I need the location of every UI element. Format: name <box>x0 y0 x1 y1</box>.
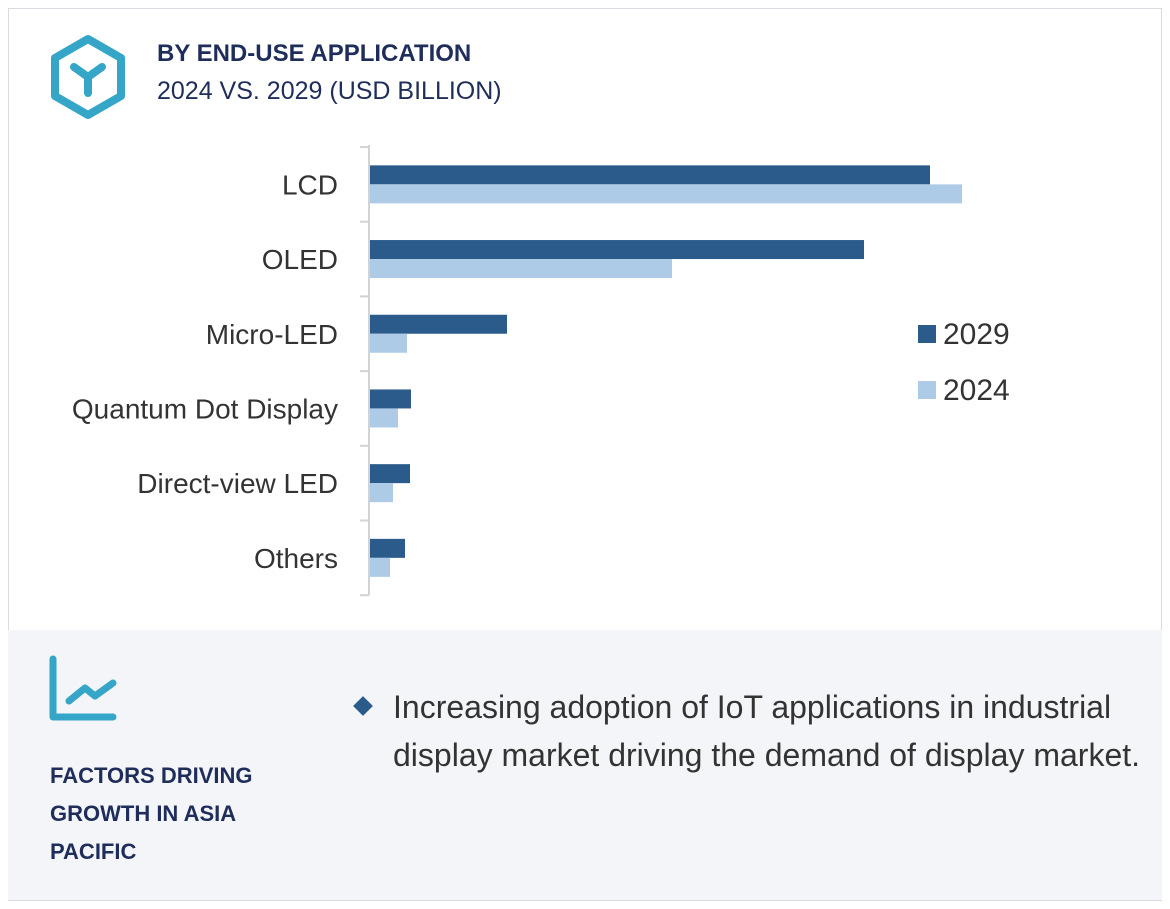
bar-2029 <box>370 389 411 409</box>
trend-chart-icon <box>49 655 117 721</box>
bar-2029 <box>370 464 410 484</box>
factors-panel <box>8 630 1162 900</box>
legend-swatch-2024 <box>918 381 936 399</box>
factor-bullet-text: Increasing adoption of IoT applications … <box>393 689 1141 773</box>
bar-2024 <box>370 184 962 204</box>
chart-subtitle: 2024 VS. 2029 (USD BILLION) <box>157 77 502 105</box>
hexagon-y-logo-icon <box>51 35 125 119</box>
bar-2029 <box>370 538 405 558</box>
bar-2029 <box>370 314 507 334</box>
bar-chart: LCD OLED Micro-LED Quantum Dot Display Direc… <box>72 145 1010 597</box>
category-label: Micro-LED <box>206 319 338 350</box>
bar-2024 <box>370 259 672 279</box>
category-label: Quantum Dot Display <box>72 393 338 424</box>
category-label: OLED <box>262 244 338 275</box>
category-label: Direct-view LED <box>137 468 338 499</box>
legend-swatch-2029 <box>918 325 936 343</box>
infographic-frame <box>8 8 1162 901</box>
bar-2029 <box>370 240 864 260</box>
factors-heading: FACTORS DRIVING GROWTH IN ASIA PACIFIC <box>50 763 253 864</box>
bar-2029 <box>370 165 930 185</box>
category-label: LCD <box>282 169 338 200</box>
legend-label-2029: 2029 <box>943 318 1010 351</box>
chart-title: BY END-USE APPLICATION <box>157 40 472 67</box>
bar-2024 <box>370 557 390 577</box>
category-label: Others <box>254 543 338 574</box>
bar-2024 <box>370 483 393 503</box>
bar-2024 <box>370 333 407 353</box>
bar-2024 <box>370 408 398 428</box>
legend-label-2024: 2024 <box>943 374 1010 407</box>
